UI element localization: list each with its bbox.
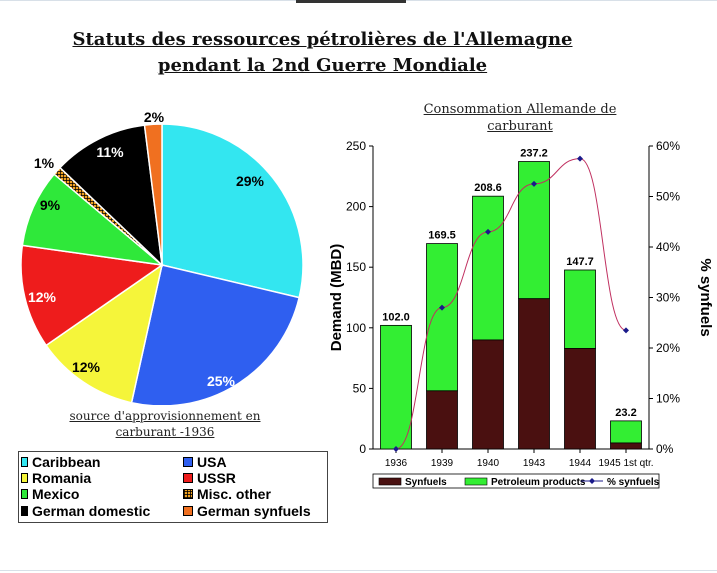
bar-total-label: 102.0 — [382, 311, 410, 323]
pie-slice-label: 11% — [96, 144, 124, 160]
x-tick-label: 1945 1st qtr. — [598, 458, 653, 469]
y2-tick-label: 40% — [656, 240, 680, 254]
pie-slice — [161, 123, 304, 299]
bar-legend-label: % synfuels — [607, 477, 660, 488]
y-axis-label: Demand (MBD) — [328, 244, 345, 352]
bar-chart: 0 50 100 150 200 250 0% 10% 20% 30% 40% 50% 60% Deman… — [328, 139, 714, 489]
pie-slice — [20, 244, 165, 347]
legend-swatch — [183, 473, 193, 483]
y2-tick-label: 50% — [656, 190, 680, 204]
pct-synfuels-point — [439, 304, 445, 311]
bar-synfuels — [564, 348, 596, 450]
legend-swatch — [183, 457, 193, 467]
pie-slice — [45, 263, 164, 404]
bar-total-label: 208.6 — [474, 182, 502, 194]
legend-item-caribbean: Caribbean — [21, 454, 100, 470]
y2-tick-label: 60% — [656, 139, 680, 153]
pie-slice-label: 25% — [207, 373, 236, 389]
pie-caption: source d'approvisionnement en carburant … — [69, 409, 261, 439]
y-tick-label: 150 — [346, 260, 366, 274]
legend-swatch — [183, 489, 193, 499]
legend-item-german-synfuels: German synfuels — [183, 503, 311, 519]
bar-synfuels — [472, 339, 504, 450]
bar-petroleum — [380, 324, 412, 450]
y2-tick-label: 0% — [656, 442, 674, 456]
top-stub — [296, 0, 406, 3]
y-tick-label: 250 — [346, 139, 366, 153]
legend-label: Misc. other — [197, 486, 271, 502]
bar-legend-label: Petroleum products — [491, 477, 586, 488]
legend-item-mexico: Mexico — [21, 486, 79, 502]
y-tick-label: 0 — [359, 442, 366, 456]
legend-label: USSR — [197, 470, 236, 486]
legend-swatch — [21, 489, 28, 499]
bar-legend-label: Synfuels — [405, 477, 447, 488]
legend-label: German domestic — [32, 503, 151, 519]
bar-legend-box — [372, 473, 660, 489]
page-title: Statuts des ressources pétrolières de l'… — [72, 29, 573, 76]
y-tick-label: 200 — [346, 200, 366, 214]
y-tick-label: 100 — [346, 321, 366, 335]
pie-slice — [58, 124, 164, 267]
x-tick-label: 1939 — [431, 458, 454, 469]
pie-slice-label: 29% — [236, 173, 265, 189]
y2-tick-label: 30% — [656, 291, 680, 305]
y2-tick-label: 10% — [656, 392, 680, 406]
legend-item-usa: USA — [183, 454, 227, 470]
bar-petroleum — [610, 420, 642, 444]
legend-swatch — [183, 506, 193, 516]
legend-item-ussr: USSR — [183, 470, 236, 486]
pie-slice-label: 9% — [40, 197, 61, 213]
pie-slice — [130, 264, 301, 405]
pct-synfuels-point — [485, 228, 491, 235]
bar-petroleum — [472, 195, 504, 341]
bar-total-label: 147.7 — [566, 256, 594, 268]
pct-synfuels-point — [531, 180, 537, 187]
pie-slice-label: 12% — [28, 289, 57, 305]
bar-synfuels — [610, 442, 642, 450]
y2-axis-label: % synfuels — [697, 258, 714, 336]
legend-label: Caribbean — [32, 454, 101, 470]
legend-label: German synfuels — [197, 503, 311, 519]
bar-chart-title: Consommation Allemande de carburant — [423, 102, 617, 134]
pie-slice-label: 2% — [144, 109, 165, 125]
legend-item-romania: Romania — [21, 470, 91, 486]
x-tick-label: 1936 — [385, 458, 408, 469]
legend-swatch — [21, 506, 28, 516]
pie-slice-label: 1% — [34, 155, 55, 171]
bar-legend-swatch — [464, 477, 488, 486]
legend-label: Romania — [32, 470, 92, 486]
pie-legend: Caribbean USA Romania USSR Mexico Misc. … — [18, 451, 328, 523]
x-tick-label: 1944 — [569, 458, 592, 469]
pct-synfuels-point — [623, 327, 629, 334]
bar-legend-swatch — [378, 477, 402, 486]
y-tick-label: 50 — [353, 381, 367, 395]
pct-synfuels-line — [395, 158, 627, 450]
legend-swatch — [21, 457, 28, 467]
bar-legend-marker — [589, 478, 595, 484]
pct-synfuels-point — [393, 446, 399, 452]
bar-total-label: 23.2 — [615, 407, 636, 419]
bar-synfuels — [518, 298, 550, 450]
bar-total-label: 169.5 — [428, 230, 456, 242]
legend-swatch — [21, 473, 28, 483]
legend-label: USA — [197, 454, 227, 470]
bar-petroleum — [426, 243, 458, 392]
pie-chart: 29% 25% 12% 12% 9% 1% 11% 2% — [20, 109, 304, 405]
legend-label: Mexico — [32, 486, 80, 502]
pie-slice-label: 12% — [72, 359, 101, 375]
pie-slice — [143, 123, 163, 266]
bar-petroleum — [564, 269, 596, 349]
x-tick-label: 1940 — [477, 458, 500, 469]
bottom-rule — [0, 570, 717, 571]
y2-tick-label: 20% — [656, 341, 680, 355]
x-tick-label: 1943 — [523, 458, 546, 469]
bar-synfuels — [426, 390, 458, 450]
legend-item-misc-other: Misc. other — [183, 486, 271, 502]
bar-total-label: 237.2 — [520, 148, 548, 160]
legend-item-german-domestic: German domestic — [21, 503, 150, 519]
pct-synfuels-point — [577, 155, 583, 162]
